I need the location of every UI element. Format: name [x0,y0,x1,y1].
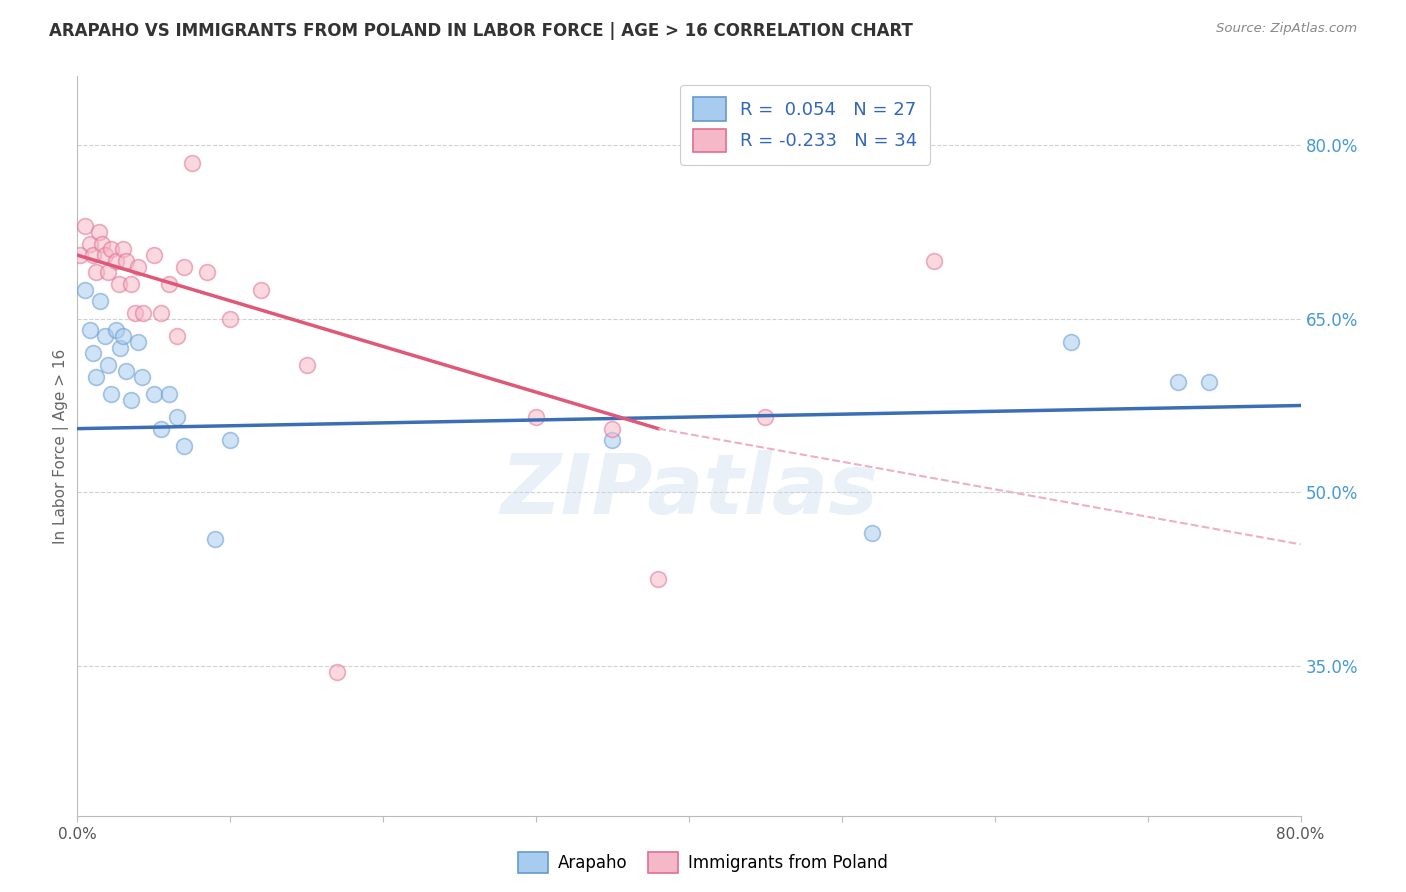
Point [602,434,624,448]
Legend: R =  0.054   N = 27, R = -0.233   N = 34: R = 0.054 N = 27, R = -0.233 N = 34 [681,85,929,165]
Point [150,306,173,320]
Point [124,306,146,320]
Point [100,387,122,401]
Point [94,248,117,262]
Point [89,294,111,309]
Point [524,410,547,425]
Legend: Arapaho, Immigrants from Poland: Arapaho, Immigrants from Poland [512,846,894,880]
Point [862,525,884,540]
Point [112,243,135,257]
Point [922,253,945,268]
Point [100,243,122,257]
Point [173,439,195,453]
Text: ARAPAHO VS IMMIGRANTS FROM POLAND IN LABOR FORCE | AGE > 16 CORRELATION CHART: ARAPAHO VS IMMIGRANTS FROM POLAND IN LAB… [49,22,912,40]
Point [1167,376,1189,390]
Point [132,306,155,320]
Point [107,277,129,291]
Point [142,387,165,401]
Text: Source: ZipAtlas.com: Source: ZipAtlas.com [1216,22,1357,36]
Point [1060,334,1083,349]
Point [204,532,226,546]
Point [195,265,218,279]
Point [219,434,242,448]
Point [112,329,135,343]
Point [326,665,349,679]
Point [157,277,180,291]
Point [602,422,624,436]
Point [73,219,96,234]
Point [84,369,107,384]
Point [87,225,110,239]
Point [97,265,120,279]
Point [127,334,149,349]
Point [120,392,142,407]
Point [69,248,91,262]
Point [73,283,96,297]
Point [250,283,273,297]
Point [120,277,142,291]
Point [79,236,101,251]
Point [79,323,101,337]
Point [173,260,195,274]
Point [90,236,112,251]
Point [181,155,204,169]
Point [131,369,153,384]
Point [127,260,149,274]
Point [157,387,180,401]
Point [84,265,107,279]
Point [295,358,318,372]
Point [82,248,104,262]
Point [104,323,127,337]
Point [142,248,165,262]
Point [150,422,173,436]
Point [94,329,117,343]
Point [115,364,138,378]
Point [108,341,131,355]
Point [166,329,188,343]
Point [647,572,669,586]
Point [219,311,242,326]
Point [1198,376,1220,390]
Point [104,253,127,268]
Point [166,410,188,425]
Y-axis label: In Labor Force | Age > 16: In Labor Force | Age > 16 [53,349,69,543]
Text: ZIPatlas: ZIPatlas [501,450,877,531]
Point [115,253,138,268]
Point [754,410,776,425]
Point [82,346,104,360]
Point [97,358,120,372]
